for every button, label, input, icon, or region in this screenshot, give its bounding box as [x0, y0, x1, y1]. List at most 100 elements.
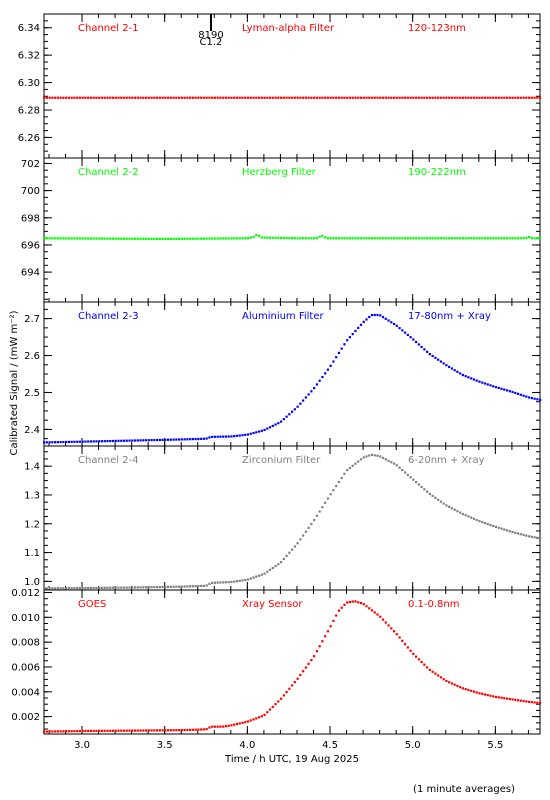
data-point: [343, 472, 346, 475]
panel-1: 6.26 6.28 6.30 6.32 6.34 Channel 2-1 Lyman-alp…: [18, 13, 542, 159]
data-point: [103, 729, 106, 732]
data-point: [155, 729, 159, 732]
data-point: [167, 237, 170, 241]
data-point: [398, 326, 401, 330]
data-point: [539, 398, 542, 402]
data-point: [211, 435, 214, 438]
data-point: [293, 545, 296, 548]
data-point: [514, 698, 517, 701]
data-point: [255, 717, 258, 720]
data-point: [332, 96, 335, 99]
data-point: [257, 574, 261, 577]
data-point: [307, 662, 310, 665]
data-point: [161, 438, 164, 441]
data-point: [133, 729, 137, 732]
data-point: [109, 96, 112, 99]
data-point: [296, 405, 299, 408]
data-point: [205, 96, 208, 99]
data-point: [426, 350, 429, 353]
data-point: [359, 601, 363, 605]
data-point: [161, 585, 164, 589]
data-point: [161, 96, 164, 99]
data-point: [467, 96, 470, 99]
data-point: [373, 237, 376, 240]
data-point: [500, 237, 503, 240]
data-point: [213, 725, 217, 728]
data-point: [472, 237, 476, 240]
data-point: [189, 585, 192, 588]
data-point: [81, 729, 84, 733]
data-point: [120, 586, 123, 589]
data-point: [216, 581, 219, 584]
data-point: [147, 586, 150, 589]
data-point: [222, 237, 225, 240]
data-point: [293, 408, 296, 411]
data-point: [233, 723, 236, 726]
data-point: [362, 320, 365, 324]
data-point: [464, 375, 467, 378]
data-point: [387, 319, 390, 322]
data-point: [337, 96, 341, 99]
data-point: [481, 237, 484, 240]
data-point: [136, 439, 139, 442]
data-point: [359, 323, 363, 326]
data-point: [511, 237, 514, 240]
data-point: [387, 459, 390, 462]
data-point: [81, 96, 84, 99]
data-point: [403, 331, 407, 334]
data-point: [271, 566, 274, 570]
data-point: [365, 605, 368, 608]
data-point: [279, 697, 283, 700]
data-point: [139, 729, 142, 732]
data-point: [299, 673, 302, 677]
data-point: [277, 700, 280, 703]
data-point: [390, 321, 393, 324]
data-point: [508, 697, 511, 701]
data-point: [62, 730, 65, 733]
data-point: [131, 439, 134, 442]
data-point: [95, 237, 98, 240]
data-point: [252, 235, 255, 239]
data-point: [321, 375, 324, 379]
data-point: [536, 536, 539, 539]
data-point: [144, 729, 148, 732]
data-point: [326, 368, 330, 371]
data-point: [189, 728, 192, 731]
data-point: [65, 96, 68, 99]
data-point: [500, 527, 503, 530]
data-point: [406, 473, 409, 476]
data-point: [373, 611, 376, 614]
data-point: [417, 658, 420, 661]
data-point: [244, 578, 247, 582]
y-axis-title: Calibrated Signal / (mW m⁻²): [9, 310, 20, 455]
data-point: [78, 96, 82, 99]
data-point: [497, 526, 500, 529]
data-point: [357, 326, 360, 330]
data-point: [293, 96, 296, 99]
data-point: [282, 96, 285, 99]
data-point: [200, 584, 203, 588]
data-point: [467, 515, 470, 518]
data-point: [67, 730, 70, 733]
data-point: [260, 429, 263, 432]
data-point: [98, 237, 101, 240]
data-point: [370, 237, 374, 240]
data-point: [376, 96, 379, 99]
data-point: [89, 729, 93, 733]
data-point: [351, 333, 354, 336]
data-point: [216, 237, 219, 240]
data-point: [335, 484, 338, 488]
data-point: [486, 522, 489, 526]
data-point: [348, 96, 352, 99]
data-point: [379, 615, 382, 618]
data-point: [467, 688, 470, 692]
data-point: [467, 376, 470, 379]
data-point: [406, 237, 409, 240]
data-point: [169, 96, 172, 99]
panel-4: 1.0 1.1 1.2 1.3 1.4 Channel 2-4 Zirconium Filt…: [24, 445, 542, 591]
data-point: [494, 525, 498, 529]
data-point: [390, 237, 393, 240]
data-point: [522, 96, 525, 99]
data-point: [153, 237, 156, 240]
data-point: [472, 96, 476, 99]
